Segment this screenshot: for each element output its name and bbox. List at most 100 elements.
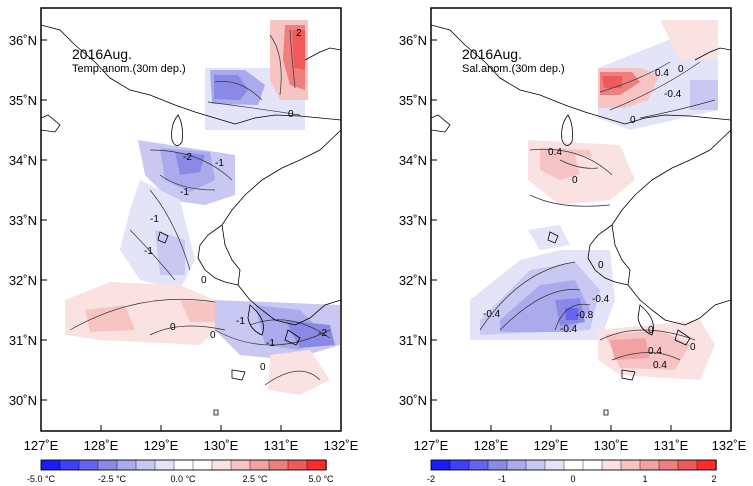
colorbar-swatch [154, 459, 175, 471]
colorbar-swatch [211, 459, 232, 471]
contour-label: -1 [236, 316, 245, 327]
colorbar-swatch [430, 459, 451, 471]
colorbar-swatch [97, 459, 118, 471]
lon-tick-132: 132˚E [712, 438, 747, 453]
lat-tick-31: 31˚N [9, 333, 37, 348]
contour-labels: 2 0 -2 -1 -1 -1 -1 0 0 0 -2 -1 -1 0 [144, 28, 327, 373]
temperature-anomaly-panel: 127˚E 128˚E 129˚E 130˚E 131˚E 132˚E 36˚N… [9, 7, 359, 484]
colorbar-label: -1 [498, 474, 506, 484]
contour-label: 0.4 [648, 346, 662, 357]
colorbar-label: -2 [427, 474, 435, 484]
lat-tick-30: 30˚N [399, 393, 427, 408]
lon-tick-128: 128˚E [84, 438, 119, 453]
contour-label: 0 [170, 322, 176, 333]
lat-tick-34: 34˚N [9, 153, 37, 168]
axis-ticks [430, 39, 732, 431]
colorbar-swatch [249, 459, 270, 471]
contour-label: -0.4 [664, 89, 682, 100]
colorbar-swatch [582, 459, 603, 471]
contour-labels: 0.4 0 -0.4 0 0.4 0 0 -0.4 -0.4 -0.8 -0.4… [483, 64, 696, 371]
colorbar-swatch [173, 459, 194, 471]
colorbar-swatch [192, 459, 213, 471]
colorbar-label: 2.5 °C [242, 474, 268, 484]
contour-label: 0 [678, 64, 684, 75]
contour-label: 2 [296, 28, 302, 39]
panel-subtitle: Sal.anom.(30m dep.) [462, 63, 565, 75]
panel-title: 2016Aug. [462, 46, 522, 62]
lat-tick-35: 35˚N [9, 93, 37, 108]
colorbar-swatch [78, 459, 99, 471]
colorbar-label: 5.0 °C [308, 474, 334, 484]
salinity-field [431, 20, 731, 416]
contour-label: 0 [572, 175, 578, 186]
contour-label: 0 [630, 115, 636, 126]
contour-label: 0 [648, 325, 654, 336]
contour-label: -0.4 [560, 324, 578, 335]
contour-label: -2 [318, 328, 327, 339]
colorbar-swatch [544, 459, 565, 471]
lon-tick-132: 132˚E [324, 438, 359, 453]
contour-label: -0.4 [483, 309, 501, 320]
lon-tick-130: 130˚E [594, 438, 629, 453]
colorbar-swatch [230, 459, 251, 471]
contour-label: 0 [288, 109, 294, 120]
contour-label: -1 [180, 187, 189, 198]
salinity-anomaly-panel: 127˚E 128˚E 129˚E 130˚E 131˚E 132˚E 36˚N… [399, 7, 747, 484]
lon-tick-127: 127˚E [414, 438, 449, 453]
contour-label: -0.8 [576, 310, 594, 321]
colorbar-label: 0 [570, 474, 575, 484]
contour-label: -1 [144, 246, 153, 257]
lon-tick-128: 128˚E [474, 438, 509, 453]
contour-label: -2 [183, 152, 192, 163]
colorbar-swatch [40, 459, 61, 471]
lat-tick-32: 32˚N [9, 273, 37, 288]
lon-tick-131: 131˚E [654, 438, 689, 453]
colorbar-swatch [563, 459, 584, 471]
colorbar-swatch [658, 459, 679, 471]
colorbar-label: 2 [711, 474, 716, 484]
colorbar-swatch [525, 459, 546, 471]
colorbar-swatch [677, 459, 698, 471]
colorbar-swatch [639, 459, 660, 471]
lon-tick-127: 127˚E [24, 438, 59, 453]
contour-label: 0.4 [655, 68, 669, 79]
colorbar-swatch [620, 459, 641, 471]
colorbar-label: -5.0 °C [27, 474, 56, 484]
lat-tick-33: 33˚N [9, 213, 37, 228]
lon-tick-129: 129˚E [534, 438, 569, 453]
contour-label: 0 [690, 342, 696, 353]
lat-tick-31: 31˚N [399, 333, 427, 348]
lat-tick-36: 36˚N [9, 33, 37, 48]
contour-label: -1 [215, 158, 224, 169]
contour-label: -1 [266, 338, 275, 349]
colorbar-label: 0.0 °C [170, 474, 196, 484]
salinity-colorbar: -2 -1 0 1 2 [427, 459, 717, 484]
colorbar-swatch [268, 459, 289, 471]
colorbar-swatch [116, 459, 137, 471]
lon-tick-129: 129˚E [144, 438, 179, 453]
lon-tick-130: 130˚E [204, 438, 239, 453]
panel-subtitle: Temp.anom.(30m dep.) [72, 63, 186, 75]
panel-title: 2016Aug. [72, 46, 132, 62]
colorbar-swatch [449, 459, 470, 471]
colorbar-swatch [696, 459, 717, 471]
lat-tick-32: 32˚N [399, 273, 427, 288]
colorbar-swatch [306, 459, 327, 471]
contour-label: 0.4 [653, 360, 667, 371]
colorbar-swatch [487, 459, 508, 471]
axis-ticks [40, 39, 342, 431]
lat-tick-36: 36˚N [399, 33, 427, 48]
lat-tick-34: 34˚N [399, 153, 427, 168]
colorbar-swatch [287, 459, 308, 471]
contour-label: 0 [598, 260, 604, 271]
colorbar-label: 1 [642, 474, 647, 484]
contour-label: 0 [210, 330, 216, 341]
lat-tick-30: 30˚N [9, 393, 37, 408]
temperature-colorbar: -5.0 °C -2.5 °C 0.0 °C 2.5 °C 5.0 °C [27, 459, 334, 484]
colorbar-swatch [601, 459, 622, 471]
colorbar-swatch [468, 459, 489, 471]
contour-label: -0.4 [592, 294, 610, 305]
lat-tick-33: 33˚N [399, 213, 427, 228]
contour-label: 0 [260, 362, 266, 373]
colorbar-swatch [59, 459, 80, 471]
